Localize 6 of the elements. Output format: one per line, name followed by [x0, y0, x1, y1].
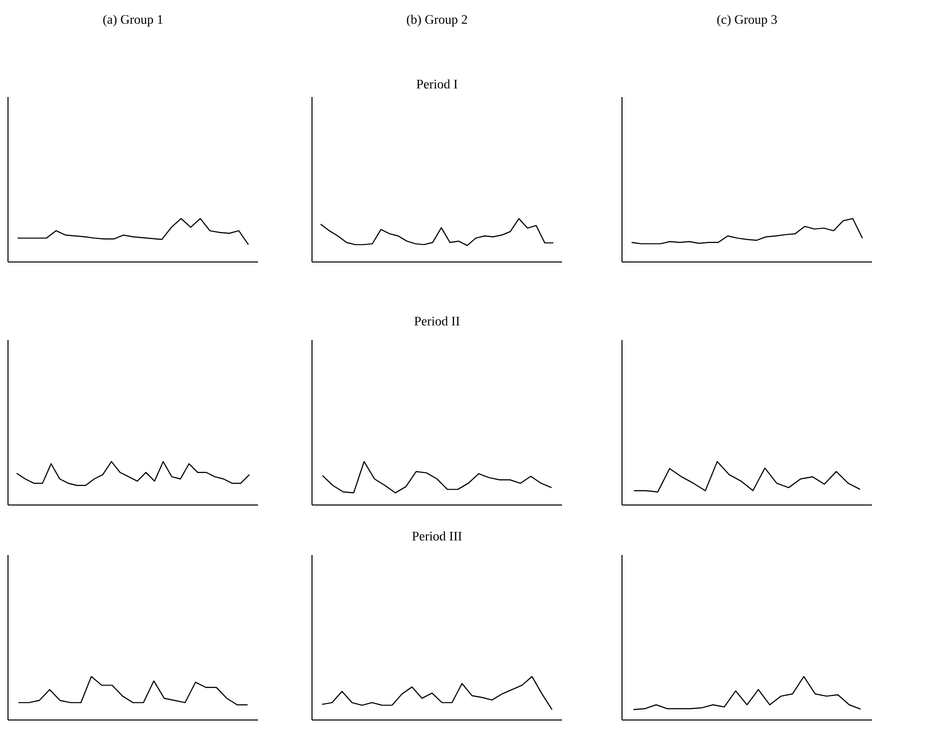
chart-title: (c) Group 3	[717, 14, 777, 26]
chart-title: (b) Group 2	[406, 14, 467, 26]
chart-subtitle: Period I	[416, 79, 458, 88]
chart-title: Period II	[414, 316, 460, 326]
chart-title: (a) Group 1	[103, 14, 163, 26]
chart-title: Period III	[412, 531, 462, 540]
